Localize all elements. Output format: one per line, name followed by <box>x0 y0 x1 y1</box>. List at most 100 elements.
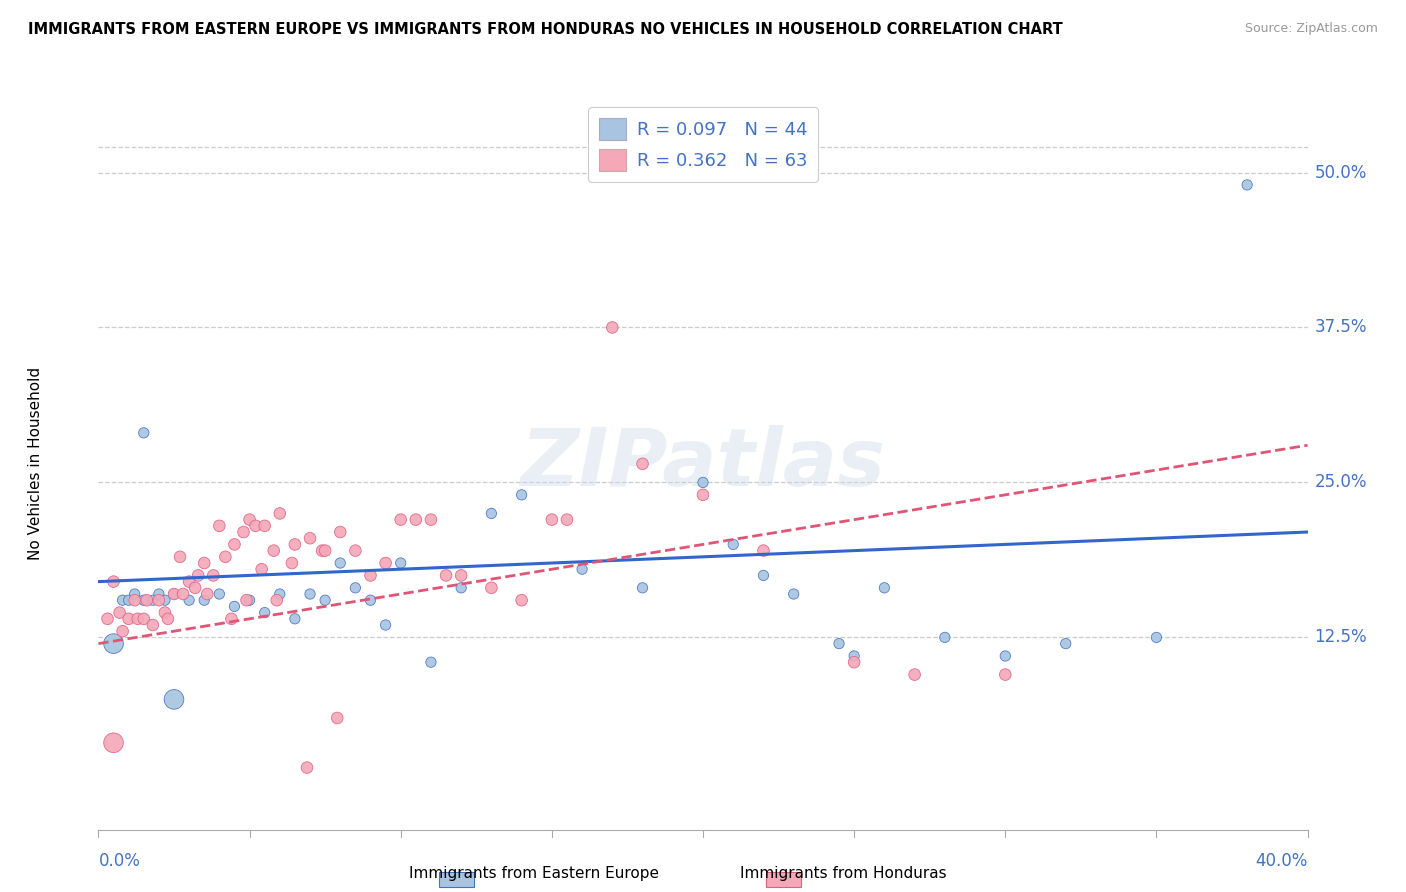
Point <box>284 612 307 626</box>
Point <box>752 543 775 558</box>
Point <box>239 593 262 607</box>
Point <box>904 667 927 681</box>
Point <box>269 507 291 521</box>
Point <box>510 488 533 502</box>
Point <box>510 593 533 607</box>
Point <box>555 513 578 527</box>
Point <box>299 587 322 601</box>
Point <box>631 457 654 471</box>
Point <box>481 581 503 595</box>
Point <box>135 593 157 607</box>
Point <box>828 637 851 651</box>
Point <box>295 761 318 775</box>
Point <box>360 568 382 582</box>
Text: 40.0%: 40.0% <box>1256 852 1308 870</box>
Point <box>235 593 257 607</box>
Point <box>193 593 215 607</box>
Point <box>481 507 503 521</box>
Point <box>169 549 191 564</box>
Point <box>419 513 441 527</box>
Text: 0.0%: 0.0% <box>98 852 141 870</box>
Point <box>782 587 804 601</box>
Point <box>314 543 336 558</box>
Point <box>172 587 194 601</box>
Point <box>602 320 624 334</box>
Point <box>1236 178 1258 192</box>
Point <box>193 556 215 570</box>
Point <box>118 612 141 626</box>
Point <box>224 599 246 614</box>
Point <box>177 574 201 589</box>
Text: 12.5%: 12.5% <box>1315 628 1367 647</box>
Point <box>111 624 134 639</box>
Point <box>163 587 186 601</box>
Point <box>153 606 176 620</box>
Point <box>195 587 218 601</box>
Point <box>284 537 307 551</box>
Point <box>329 556 352 570</box>
Point <box>124 587 146 601</box>
Point <box>208 587 231 601</box>
Point <box>177 593 201 607</box>
Point <box>103 574 125 589</box>
Point <box>571 562 593 576</box>
Point <box>163 587 186 601</box>
Point <box>221 612 243 626</box>
Point <box>721 537 744 551</box>
Point <box>344 543 367 558</box>
Point <box>389 556 412 570</box>
Point <box>269 587 291 601</box>
Point <box>187 568 209 582</box>
Point <box>132 593 155 607</box>
Point <box>344 581 367 595</box>
Point <box>214 549 236 564</box>
Point <box>132 612 155 626</box>
Point <box>692 475 714 490</box>
Point <box>239 513 262 527</box>
Point <box>245 518 267 533</box>
Point <box>127 612 149 626</box>
Point <box>263 543 285 558</box>
Point <box>752 568 775 582</box>
Point <box>163 692 186 706</box>
Point <box>326 711 349 725</box>
Text: No Vehicles in Household: No Vehicles in Household <box>28 368 42 560</box>
Text: Immigrants from Eastern Europe: Immigrants from Eastern Europe <box>409 866 659 881</box>
Point <box>934 631 956 645</box>
Point <box>142 618 165 632</box>
Point <box>540 513 562 527</box>
Point <box>148 593 170 607</box>
Point <box>202 568 225 582</box>
Point <box>994 667 1017 681</box>
Text: 37.5%: 37.5% <box>1315 318 1367 336</box>
Text: 50.0%: 50.0% <box>1315 163 1367 181</box>
Point <box>224 537 246 551</box>
Point <box>208 518 231 533</box>
Point <box>156 612 179 626</box>
Point <box>111 593 134 607</box>
Text: Immigrants from Honduras: Immigrants from Honduras <box>741 866 946 881</box>
Point <box>124 593 146 607</box>
Point <box>374 556 396 570</box>
Point <box>389 513 412 527</box>
Text: Source: ZipAtlas.com: Source: ZipAtlas.com <box>1244 22 1378 36</box>
Point <box>153 593 176 607</box>
Point <box>419 655 441 669</box>
Point <box>96 612 118 626</box>
Point <box>108 606 131 620</box>
Point <box>142 593 165 607</box>
Point <box>281 556 304 570</box>
Legend: R = 0.097   N = 44, R = 0.362   N = 63: R = 0.097 N = 44, R = 0.362 N = 63 <box>588 107 818 182</box>
Point <box>103 736 125 750</box>
Point <box>103 637 125 651</box>
Point <box>266 593 288 607</box>
Point <box>1144 631 1167 645</box>
Point <box>253 518 276 533</box>
Point <box>994 648 1017 663</box>
Point <box>1054 637 1077 651</box>
Point <box>360 593 382 607</box>
Point <box>405 513 427 527</box>
Point <box>692 488 714 502</box>
Point <box>631 581 654 595</box>
Point <box>873 581 896 595</box>
